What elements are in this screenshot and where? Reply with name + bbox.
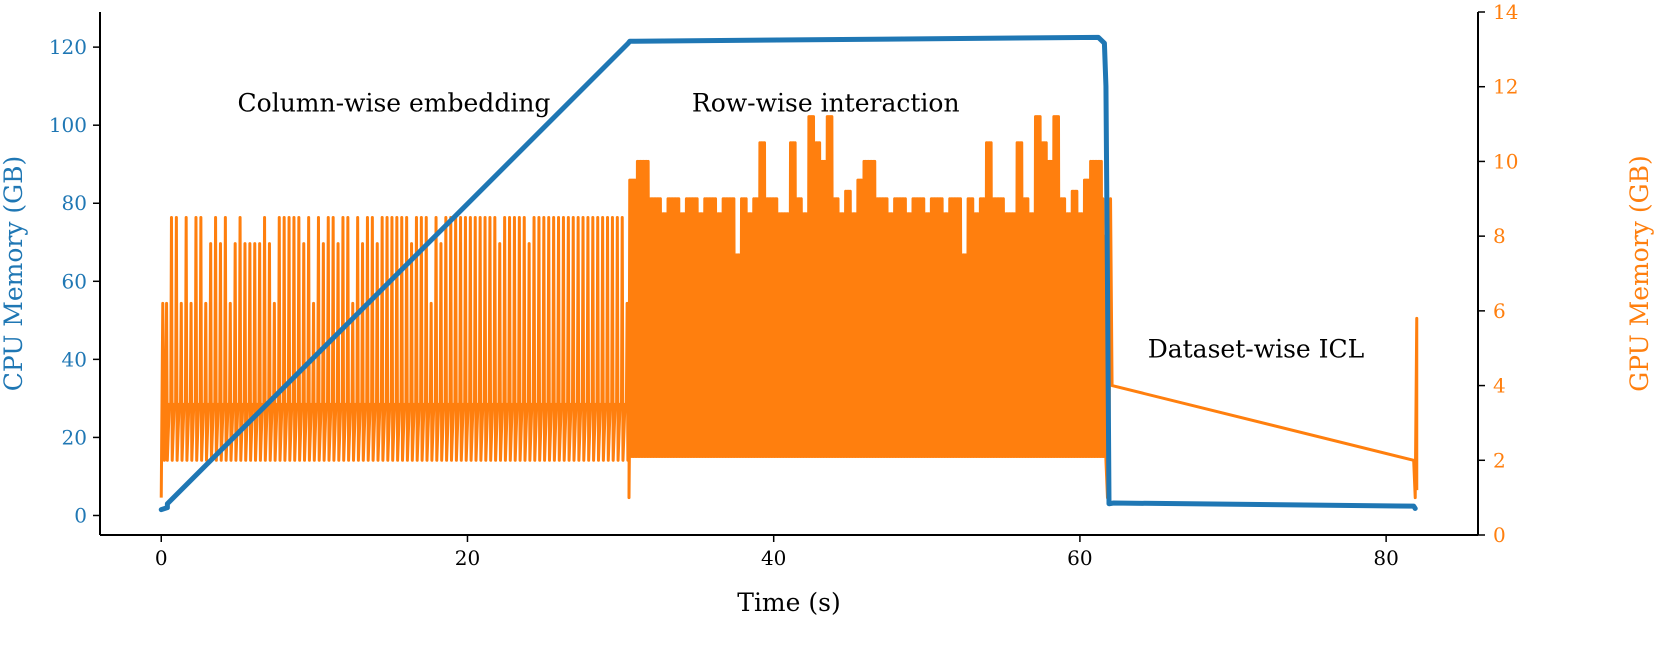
y-left-axis-title: CPU Memory (GB): [0, 156, 28, 392]
x-tick-label: 20: [455, 546, 480, 570]
series-layer: [158, 34, 1419, 513]
y-right-tick-label: 12: [1493, 75, 1518, 99]
y-left-tick-label: 60: [62, 269, 87, 293]
y-left-tick-label: 40: [62, 347, 87, 371]
gpu-memory-line: [159, 115, 1419, 500]
chart-annotation: Column-wise embedding: [238, 89, 551, 118]
axes: 0 20 40 60 80 0 20 40 60 80 100 120 0 2 4 6 8 10 12 14: [49, 0, 1519, 570]
y-left-tick-label: 100: [49, 113, 87, 137]
chart-annotation: Row-wise interaction: [692, 89, 960, 118]
y-left-tick-label: 20: [62, 425, 87, 449]
y-right-tick-label: 0: [1493, 523, 1506, 547]
y-right-axis-title: GPU Memory (GB): [1625, 155, 1654, 391]
x-axis-title: Time (s): [737, 588, 840, 617]
annotations: Column-wise embedding Row-wise interactio…: [238, 89, 1365, 364]
y-left-tick-label: 80: [62, 191, 87, 215]
x-tick-label: 0: [155, 546, 168, 570]
cpu-memory-line: [158, 34, 1418, 513]
y-right-tick-label: 6: [1493, 299, 1506, 323]
y-left-tick-label: 120: [49, 35, 87, 59]
chart-annotation: Dataset-wise ICL: [1148, 334, 1365, 363]
x-tick-label: 60: [1067, 546, 1092, 570]
x-tick-label: 80: [1373, 546, 1398, 570]
y-right-tick-label: 2: [1493, 448, 1506, 472]
y-left-tick-label: 0: [74, 503, 87, 527]
y-right-tick-label: 14: [1493, 0, 1518, 24]
y-right-tick-label: 10: [1493, 149, 1518, 173]
y-right-tick-label: 4: [1493, 374, 1506, 398]
y-right-tick-label: 8: [1493, 224, 1506, 248]
x-tick-label: 40: [761, 546, 786, 570]
